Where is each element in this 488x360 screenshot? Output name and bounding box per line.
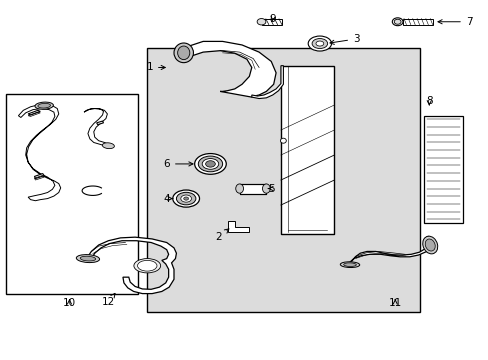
Polygon shape [239, 184, 266, 194]
Ellipse shape [176, 192, 196, 205]
Ellipse shape [80, 256, 96, 261]
Ellipse shape [425, 239, 434, 251]
Polygon shape [348, 237, 432, 267]
Text: 2: 2 [215, 229, 228, 242]
Text: 11: 11 [388, 297, 401, 307]
Ellipse shape [177, 46, 189, 60]
Bar [281, 66, 334, 234]
Polygon shape [251, 66, 283, 99]
Ellipse shape [391, 18, 402, 26]
Text: 6: 6 [163, 159, 193, 169]
Polygon shape [228, 221, 249, 232]
Polygon shape [84, 109, 111, 148]
Ellipse shape [422, 236, 437, 254]
Text: 9: 9 [269, 14, 275, 23]
Ellipse shape [76, 255, 100, 262]
Ellipse shape [343, 263, 356, 266]
Ellipse shape [393, 19, 400, 24]
Text: 3: 3 [329, 34, 359, 44]
Polygon shape [183, 41, 276, 97]
Ellipse shape [198, 156, 222, 172]
Text: 10: 10 [63, 298, 76, 308]
Ellipse shape [194, 154, 226, 174]
Text: 5: 5 [267, 184, 274, 194]
Ellipse shape [315, 41, 323, 46]
Text: 8: 8 [425, 96, 432, 107]
Polygon shape [28, 111, 40, 115]
Bar [261, 19, 282, 24]
Ellipse shape [35, 102, 53, 109]
Text: 7: 7 [437, 17, 471, 27]
Ellipse shape [280, 138, 286, 143]
Ellipse shape [181, 195, 191, 202]
Ellipse shape [183, 197, 188, 200]
Ellipse shape [38, 103, 50, 108]
Ellipse shape [340, 262, 359, 267]
Bar [147, 48, 419, 312]
Ellipse shape [172, 190, 199, 207]
Ellipse shape [134, 258, 160, 273]
Ellipse shape [137, 260, 157, 271]
Polygon shape [19, 105, 61, 201]
Ellipse shape [235, 184, 243, 193]
Ellipse shape [307, 36, 331, 51]
Text: 4: 4 [163, 194, 172, 203]
Ellipse shape [102, 143, 114, 149]
Bar [424, 116, 462, 223]
Polygon shape [86, 237, 176, 294]
Polygon shape [34, 174, 44, 179]
Ellipse shape [174, 43, 193, 63]
Polygon shape [97, 121, 103, 125]
Bar [6, 94, 137, 294]
Bar [402, 18, 432, 24]
Ellipse shape [311, 39, 327, 49]
Ellipse shape [205, 161, 215, 167]
Ellipse shape [262, 184, 270, 193]
Ellipse shape [202, 158, 218, 169]
Ellipse shape [257, 18, 265, 25]
Text: 12: 12 [102, 293, 115, 307]
Text: 1: 1 [146, 63, 165, 72]
